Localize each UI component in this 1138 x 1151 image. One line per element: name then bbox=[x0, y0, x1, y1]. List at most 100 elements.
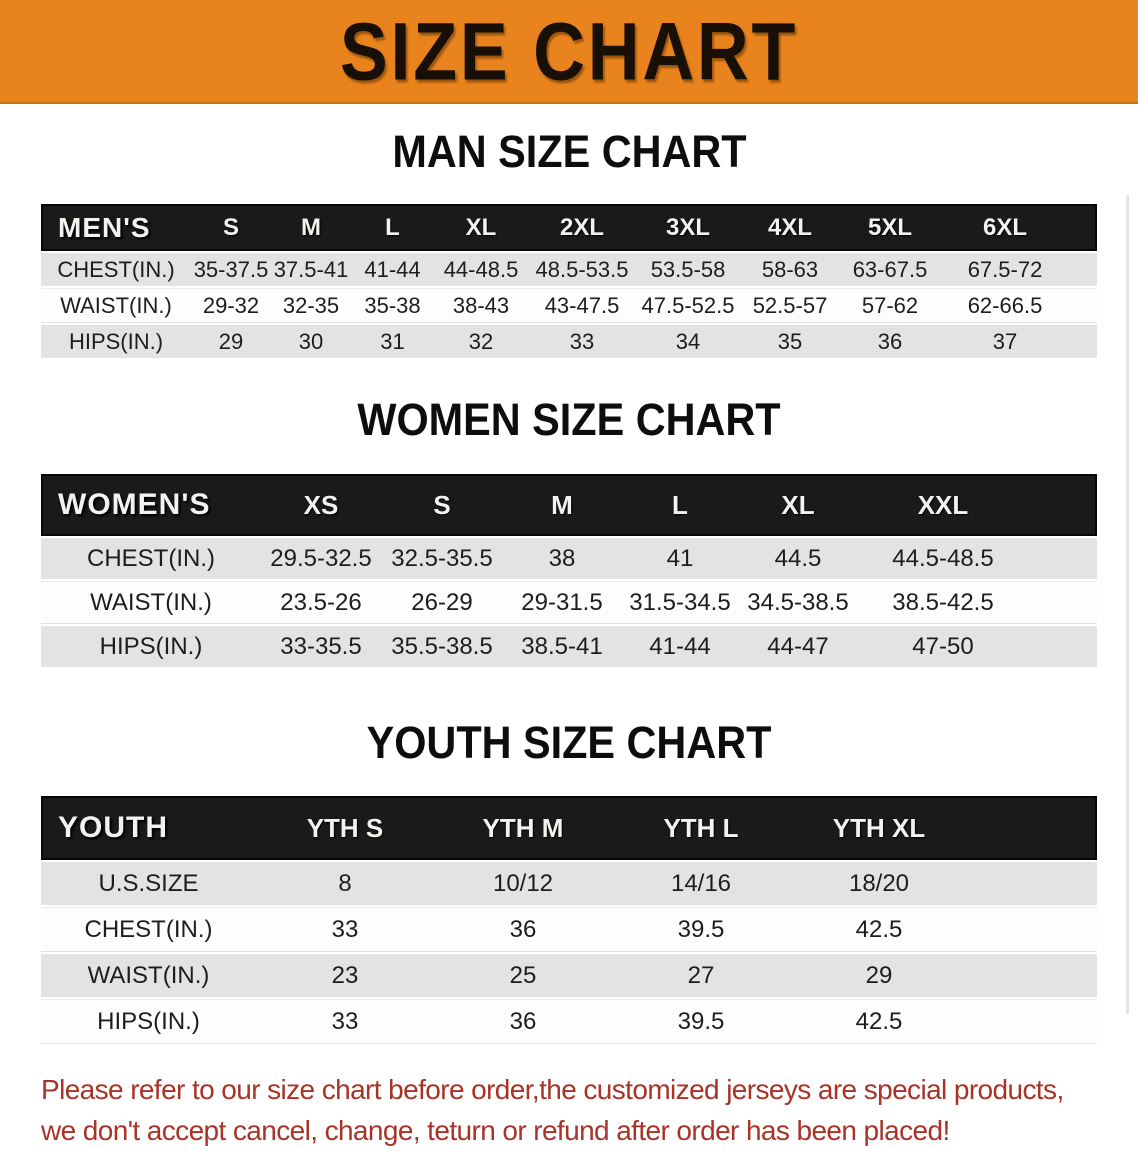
row-label: WAIST(IN.) bbox=[90, 588, 212, 616]
size-value-cell: 63-67.5 bbox=[852, 256, 928, 282]
size-column-header: YTH XL bbox=[832, 812, 926, 843]
size-value-cell: 23.5-26 bbox=[280, 588, 362, 616]
youth-section-heading-text: YOUTH SIZE CHART bbox=[366, 717, 772, 768]
size-value-cell: 29.5-32.5 bbox=[270, 544, 372, 572]
size-column-header: L bbox=[385, 213, 400, 241]
size-value-cell: 29 bbox=[865, 961, 893, 989]
size-column-header: S bbox=[433, 489, 451, 520]
size-value-cell: 36 bbox=[509, 1007, 537, 1035]
women-hips-row: HIPS(IN.) 33-35.5 35.5-38.5 38.5-41 41-4… bbox=[41, 626, 1097, 667]
size-value-cell: 47.5-52.5 bbox=[641, 292, 735, 318]
size-value-cell: 10/12 bbox=[492, 869, 554, 897]
size-value-cell: 38-43 bbox=[452, 292, 510, 318]
size-value-cell: 33-35.5 bbox=[280, 632, 362, 660]
size-value-cell: 38.5-42.5 bbox=[892, 588, 994, 616]
size-value-cell: 23 bbox=[331, 961, 359, 989]
size-value-cell: 14/16 bbox=[670, 869, 732, 897]
row-label: HIPS(IN.) bbox=[97, 1007, 200, 1035]
size-value-cell: 62-66.5 bbox=[967, 292, 1043, 318]
scan-artifact-line bbox=[1126, 195, 1129, 1014]
size-value-cell: 39.5 bbox=[677, 915, 725, 943]
size-value-cell: 47-50 bbox=[912, 632, 974, 660]
row-label: HIPS(IN.) bbox=[68, 328, 164, 354]
row-label: HIPS(IN.) bbox=[99, 632, 203, 660]
size-value-cell: 33 bbox=[569, 328, 595, 354]
row-label: WAIST(IN.) bbox=[60, 292, 172, 318]
size-value-cell: 35 bbox=[777, 328, 803, 354]
size-column-header: YTH M bbox=[482, 812, 564, 843]
youth-waist-row: WAIST(IN.) 23 25 27 29 bbox=[41, 954, 1097, 997]
size-value-cell: 32 bbox=[468, 328, 494, 354]
men-size-table: MEN'S S M L XL 2XL 3XL 4XL 5XL 6XL CHEST… bbox=[41, 204, 1097, 358]
size-column-header: S bbox=[222, 213, 239, 241]
size-value-cell: 30 bbox=[298, 328, 324, 354]
row-label: U.S.SIZE bbox=[98, 869, 199, 897]
women-size-table: WOMEN'S XS S M L XL XXL CHEST(IN.) 29.5-… bbox=[41, 474, 1097, 667]
youth-section-heading: YOUTH SIZE CHART bbox=[0, 717, 1138, 769]
size-value-cell: 35-37.5 bbox=[193, 256, 269, 282]
banner: SIZE CHART bbox=[0, 0, 1138, 104]
size-value-cell: 34 bbox=[675, 328, 701, 354]
row-label: CHEST(IN.) bbox=[84, 915, 213, 943]
size-value-cell: 32.5-35.5 bbox=[391, 544, 493, 572]
size-column-header: M bbox=[551, 489, 573, 520]
youth-hips-row: HIPS(IN.) 33 36 39.5 42.5 bbox=[41, 999, 1097, 1044]
row-label: CHEST(IN.) bbox=[57, 256, 175, 282]
size-column-header: L bbox=[672, 489, 688, 520]
men-section-heading: MAN SIZE CHART bbox=[0, 126, 1138, 178]
men-waist-row: WAIST(IN.) 29-32 32-35 35-38 38-43 43-47… bbox=[41, 288, 1097, 323]
disclaimer-line-1: Please refer to our size chart before or… bbox=[41, 1074, 1064, 1105]
size-value-cell: 32-35 bbox=[282, 292, 340, 318]
size-column-header: XS bbox=[303, 489, 339, 520]
size-value-cell: 41 bbox=[666, 544, 694, 572]
banner-title: SIZE CHART bbox=[339, 4, 799, 97]
youth-chest-row: CHEST(IN.) 33 36 39.5 42.5 bbox=[41, 907, 1097, 952]
size-value-cell: 37 bbox=[992, 328, 1018, 354]
size-column-header: 2XL bbox=[559, 213, 604, 241]
women-waist-row: WAIST(IN.) 23.5-26 26-29 29-31.5 31.5-34… bbox=[41, 581, 1097, 624]
youth-table-header-row: YOUTH YTH S YTH M YTH L YTH XL bbox=[41, 796, 1097, 860]
row-label: WAIST(IN.) bbox=[87, 961, 210, 989]
size-value-cell: 53.5-58 bbox=[650, 256, 726, 282]
size-value-cell: 29-31.5 bbox=[521, 588, 603, 616]
men-table-header-row: MEN'S S M L XL 2XL 3XL 4XL 5XL 6XL bbox=[41, 204, 1097, 251]
size-value-cell: 44-47 bbox=[767, 632, 829, 660]
size-value-cell: 58-63 bbox=[761, 256, 819, 282]
size-column-header: XL bbox=[465, 213, 497, 241]
size-value-cell: 43-47.5 bbox=[544, 292, 620, 318]
men-chest-row: CHEST(IN.) 35-37.5 37.5-41 41-44 44-48.5… bbox=[41, 253, 1097, 286]
size-value-cell: 41-44 bbox=[364, 256, 421, 282]
size-column-header: 6XL bbox=[982, 213, 1027, 241]
size-value-cell: 44.5 bbox=[774, 544, 822, 572]
size-column-header: XL bbox=[781, 489, 815, 520]
size-value-cell: 38 bbox=[548, 544, 576, 572]
size-value-cell: 33 bbox=[331, 915, 359, 943]
men-hips-row: HIPS(IN.) 29 30 31 32 33 34 35 36 37 bbox=[41, 325, 1097, 358]
youth-size-table: YOUTH YTH S YTH M YTH L YTH XL U.S.SIZE … bbox=[41, 796, 1097, 1044]
size-value-cell: 35.5-38.5 bbox=[391, 632, 493, 660]
size-value-cell: 25 bbox=[509, 961, 537, 989]
size-value-cell: 67.5-72 bbox=[967, 256, 1043, 282]
row-label: CHEST(IN.) bbox=[87, 544, 215, 572]
youth-ussize-row: U.S.SIZE 8 10/12 14/16 18/20 bbox=[41, 862, 1097, 905]
size-value-cell: 36 bbox=[877, 328, 903, 354]
size-column-header: M bbox=[301, 213, 321, 241]
size-value-cell: 52.5-57 bbox=[752, 292, 828, 318]
men-section-heading-text: MAN SIZE CHART bbox=[391, 126, 747, 177]
size-column-header: XXL bbox=[917, 489, 969, 520]
size-value-cell: 8 bbox=[338, 869, 352, 897]
size-value-cell: 44.5-48.5 bbox=[892, 544, 994, 572]
disclaimer-line-2: we don't accept cancel, change, teturn o… bbox=[41, 1114, 950, 1146]
size-column-header: YTH L bbox=[663, 812, 739, 843]
women-table-header-row: WOMEN'S XS S M L XL XXL bbox=[41, 474, 1097, 536]
size-column-header: 3XL bbox=[665, 213, 710, 241]
women-chest-row: CHEST(IN.) 29.5-32.5 32.5-35.5 38 41 44.… bbox=[41, 538, 1097, 579]
size-column-header: YTH S bbox=[306, 812, 384, 843]
size-value-cell: 44-48.5 bbox=[443, 256, 519, 282]
size-value-cell: 26-29 bbox=[411, 588, 473, 616]
size-value-cell: 42.5 bbox=[855, 915, 903, 943]
size-value-cell: 42.5 bbox=[855, 1007, 903, 1035]
size-value-cell: 57-62 bbox=[861, 292, 919, 318]
size-value-cell: 37.5-41 bbox=[273, 256, 349, 282]
size-value-cell: 31.5-34.5 bbox=[629, 588, 731, 616]
